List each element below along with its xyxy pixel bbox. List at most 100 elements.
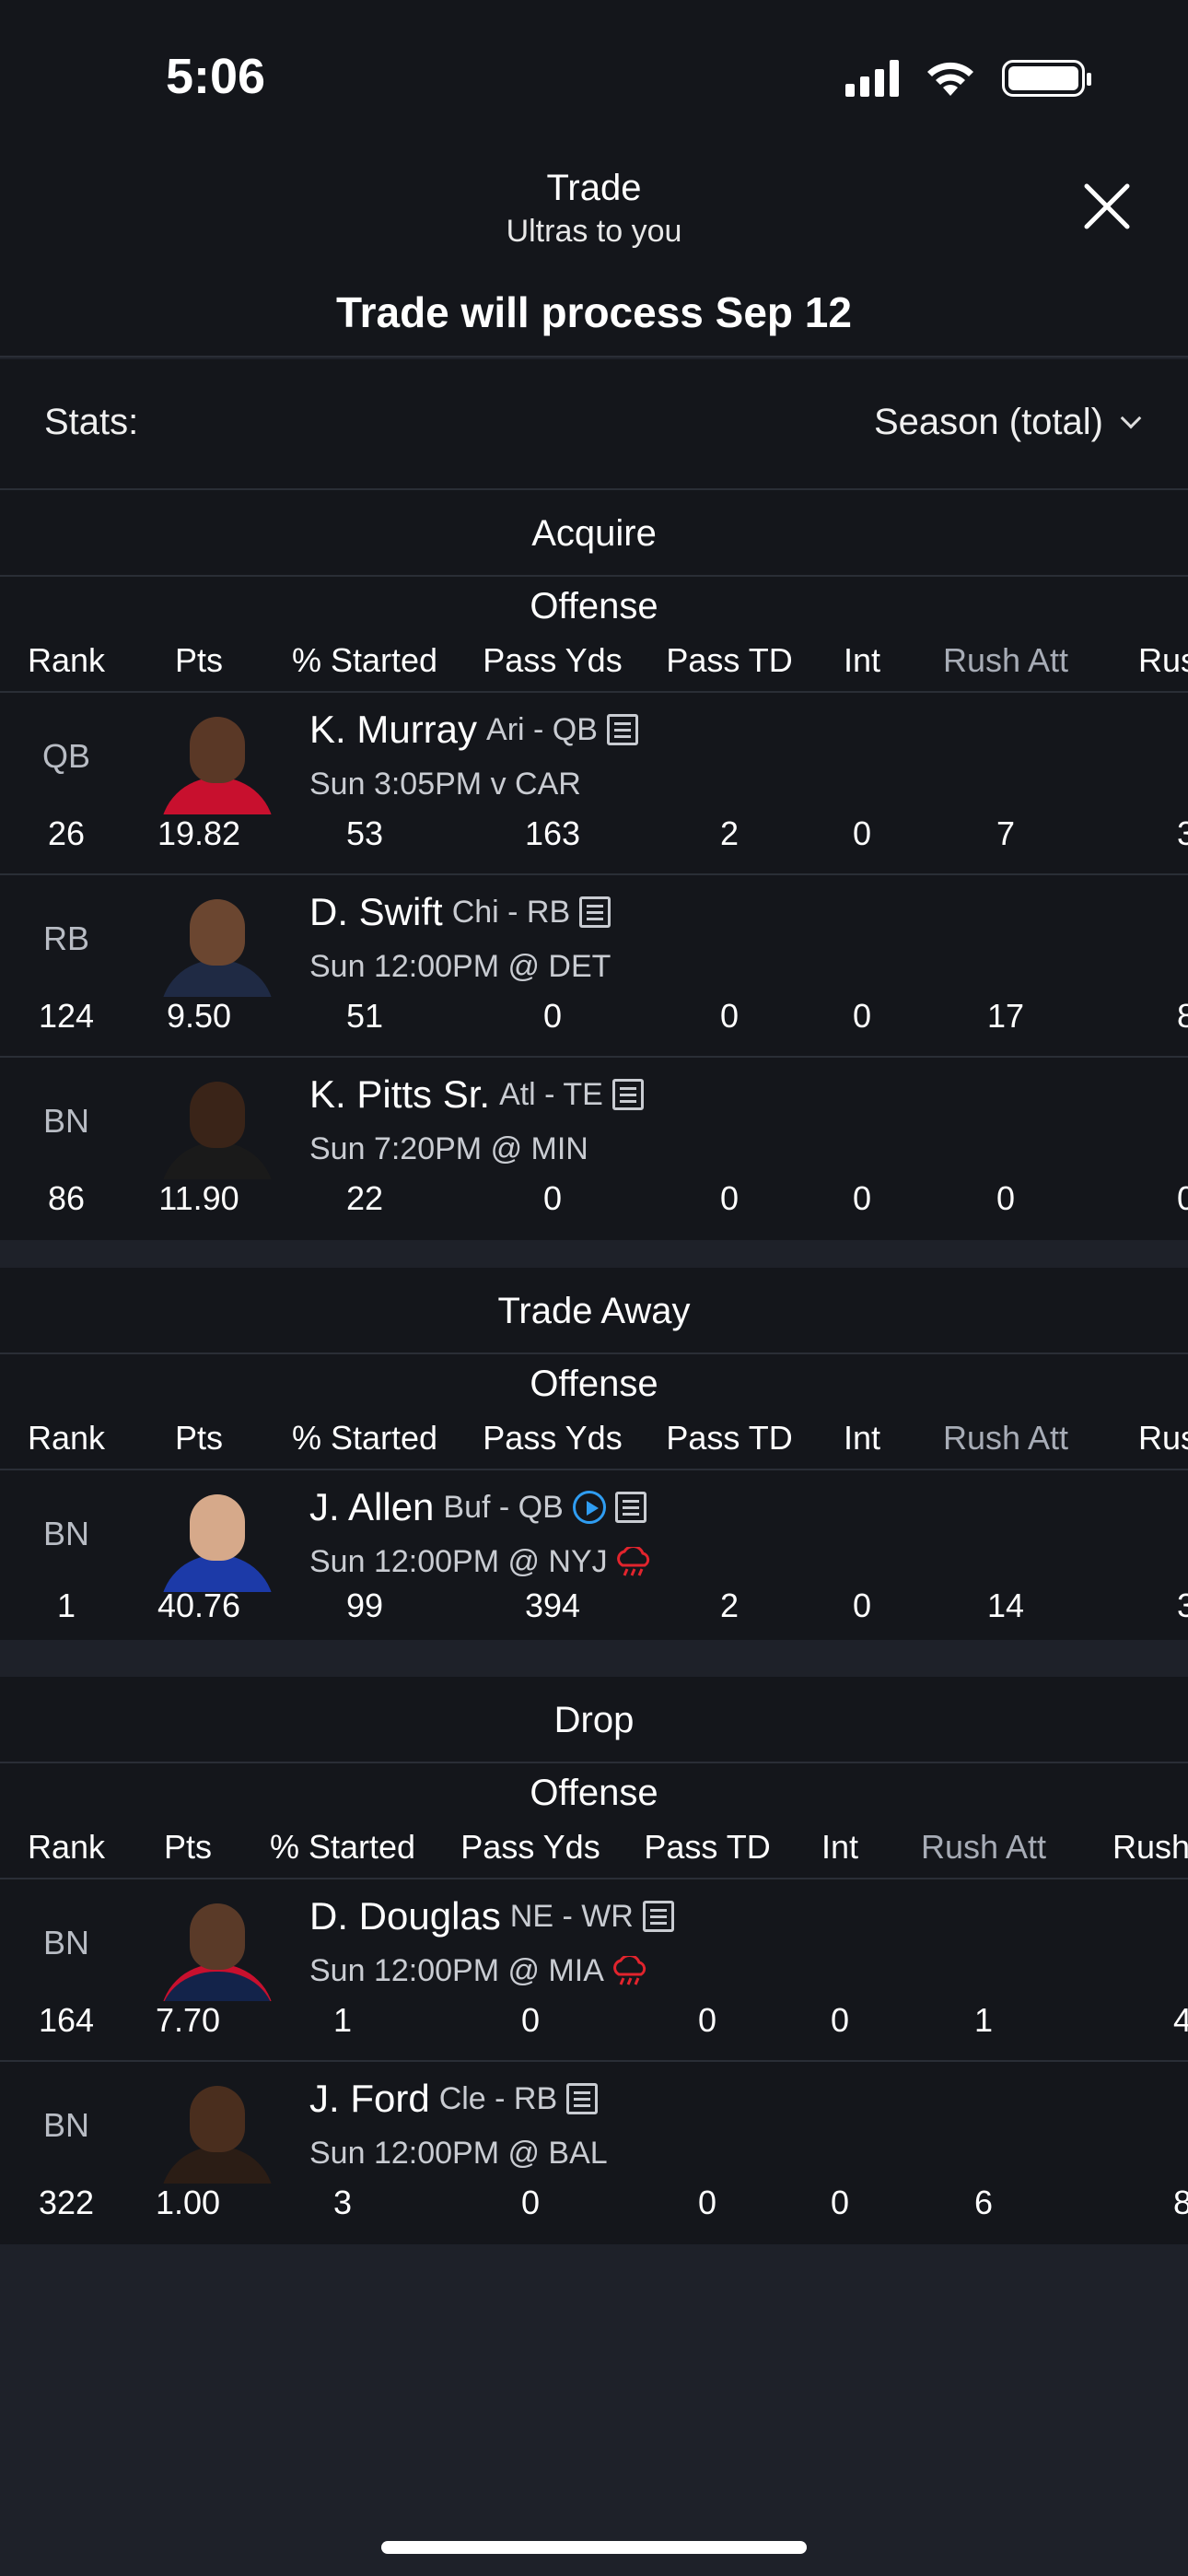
- player-name[interactable]: D. Swift: [309, 890, 443, 933]
- stat-rush-att: 14: [986, 1587, 1025, 1624]
- player-avatar: [155, 1491, 280, 1592]
- player-team: NE - WR: [509, 1898, 634, 1934]
- column-headers: Rank Pts % Started Pass Yds Pass TD Int …: [0, 636, 1188, 693]
- wifi-icon: [927, 62, 973, 96]
- col-int[interactable]: Int: [821, 1828, 859, 1866]
- stat-pts: 9.50: [166, 997, 232, 1035]
- group-title: Offense: [530, 1773, 658, 1813]
- notes-icon[interactable]: [579, 896, 611, 928]
- notes-icon[interactable]: [566, 2083, 599, 2114]
- player-position: BN: [42, 1515, 90, 1552]
- col-rush-att[interactable]: Rush Att: [942, 641, 1069, 679]
- col-rank[interactable]: Rank: [27, 1419, 106, 1457]
- stat-pts: 7.70: [155, 2001, 221, 2039]
- col-pts[interactable]: Pts: [163, 1828, 213, 1866]
- player-stats: 124 9.50 51 0 0 0 17 8: [0, 997, 1188, 1043]
- stat-int: 0: [852, 814, 872, 852]
- player-name[interactable]: K. Pitts Sr.: [309, 1072, 491, 1116]
- col-rush-yds[interactable]: Rush: [1112, 1828, 1188, 1866]
- notes-icon[interactable]: [642, 1901, 674, 1932]
- col-rush-att[interactable]: Rush Att: [920, 1828, 1047, 1866]
- stat-pass-td: 0: [719, 997, 740, 1035]
- home-indicator[interactable]: [381, 2541, 807, 2554]
- close-icon[interactable]: [1081, 181, 1133, 232]
- stat-started: 51: [345, 997, 384, 1035]
- drop-section: Drop Offense Rank Pts % Started Pass Yds…: [0, 1677, 1188, 2244]
- battery-icon: [1002, 60, 1091, 97]
- col-pts[interactable]: Pts: [174, 641, 224, 679]
- divider: [0, 488, 1188, 490]
- stat-pass-td: 0: [697, 2001, 717, 2039]
- stat-int: 0: [852, 1179, 872, 1217]
- stat-rush-yds: 3: [1176, 1587, 1188, 1624]
- player-name[interactable]: J. Ford: [309, 2077, 430, 2120]
- stat-pass-yds: 0: [520, 2001, 541, 2039]
- divider: [0, 356, 1188, 357]
- stat-pts: 40.76: [157, 1587, 241, 1624]
- notes-icon[interactable]: [611, 1079, 644, 1110]
- col-rank[interactable]: Rank: [27, 641, 106, 679]
- col-rush-yds[interactable]: Rus: [1137, 1419, 1188, 1457]
- player-position: BN: [42, 2106, 90, 2144]
- stat-int: 0: [830, 2184, 850, 2221]
- stat-rush-yds: 4: [1172, 2001, 1188, 2039]
- column-headers: Rank Pts % Started Pass Yds Pass TD Int …: [0, 1822, 1188, 1879]
- trade-process-date: Trade will process Sep 12: [336, 288, 852, 336]
- col-pass-td[interactable]: Pass TD: [666, 641, 793, 679]
- col-pts[interactable]: Pts: [174, 1419, 224, 1457]
- col-pass-yds[interactable]: Pass Yds: [483, 1419, 623, 1457]
- page-subtitle: Ultras to you: [506, 214, 682, 249]
- game-info: Sun 12:00PM @ MIA: [309, 1953, 604, 1988]
- player-row[interactable]: BN K. Pitts Sr. Atl - TE Sun 7:20PM @ MI…: [0, 1058, 1188, 1240]
- col-rush-yds[interactable]: Rus: [1137, 641, 1188, 679]
- stat-rank: 322: [38, 2184, 95, 2221]
- status-time: 5:06: [166, 49, 266, 104]
- col-pass-yds[interactable]: Pass Yds: [483, 641, 623, 679]
- stats-filter-row: Stats: Season (total): [0, 359, 1188, 488]
- weather-rain-icon: [612, 1955, 646, 1985]
- player-name[interactable]: J. Allen: [309, 1485, 435, 1528]
- section-title-acquire: Acquire: [0, 490, 1188, 577]
- col-pass-td[interactable]: Pass TD: [644, 1828, 771, 1866]
- col-rank[interactable]: Rank: [27, 1828, 106, 1866]
- player-stats: 1 40.76 99 394 2 0 14 3: [0, 1587, 1188, 1633]
- stats-dropdown[interactable]: Season (total): [874, 402, 1142, 443]
- stat-started: 99: [345, 1587, 384, 1624]
- player-team: Ari - QB: [486, 711, 598, 747]
- player-row[interactable]: BN D. Douglas NE - WR Sun 12:00PM @ MIA: [0, 1879, 1188, 2062]
- notes-icon[interactable]: [614, 1492, 646, 1523]
- stat-started: 22: [345, 1179, 384, 1217]
- col-pass-yds[interactable]: Pass Yds: [460, 1828, 600, 1866]
- stat-pass-td: 2: [719, 814, 740, 852]
- group-title: Offense: [530, 586, 658, 626]
- player-row[interactable]: QB K. Murray Ari - QB Sun 3:05PM v CAR 2…: [0, 693, 1188, 875]
- col-started[interactable]: % Started: [269, 1828, 416, 1866]
- group-title: Offense: [530, 1364, 658, 1404]
- player-position: BN: [42, 1924, 90, 1961]
- section-gap: [0, 1240, 1188, 1268]
- notes-icon[interactable]: [606, 714, 638, 745]
- player-name[interactable]: K. Murray: [309, 708, 478, 751]
- player-stats: 86 11.90 22 0 0 0 0 0: [0, 1179, 1188, 1225]
- stat-rush-yds: 0: [1176, 1179, 1188, 1217]
- col-int[interactable]: Int: [843, 1419, 881, 1457]
- play-icon[interactable]: [572, 1491, 606, 1524]
- col-started[interactable]: % Started: [291, 1419, 438, 1457]
- player-avatar: [155, 2082, 280, 2184]
- section-title-drop: Drop: [0, 1677, 1188, 1763]
- player-name[interactable]: D. Douglas: [309, 1894, 501, 1938]
- player-row[interactable]: BN J. Allen Buf - QB Sun 12:00PM @ NYJ: [0, 1470, 1188, 1640]
- col-pass-td[interactable]: Pass TD: [666, 1419, 793, 1457]
- stat-started: 1: [332, 2001, 353, 2039]
- game-info: Sun 12:00PM @ BAL: [309, 2136, 608, 2171]
- player-avatar: [155, 1900, 280, 2001]
- col-started[interactable]: % Started: [291, 641, 438, 679]
- col-int[interactable]: Int: [843, 641, 881, 679]
- player-row[interactable]: RB D. Swift Chi - RB Sun 12:00PM @ DET 1…: [0, 875, 1188, 1058]
- stat-rush-yds: 8: [1176, 997, 1188, 1035]
- col-rush-att[interactable]: Rush Att: [942, 1419, 1069, 1457]
- player-row[interactable]: BN J. Ford Cle - RB Sun 12:00PM @ BAL 32…: [0, 2062, 1188, 2244]
- stat-pts: 19.82: [157, 814, 241, 852]
- stat-rush-att: 1: [973, 2001, 994, 2039]
- stat-int: 0: [852, 997, 872, 1035]
